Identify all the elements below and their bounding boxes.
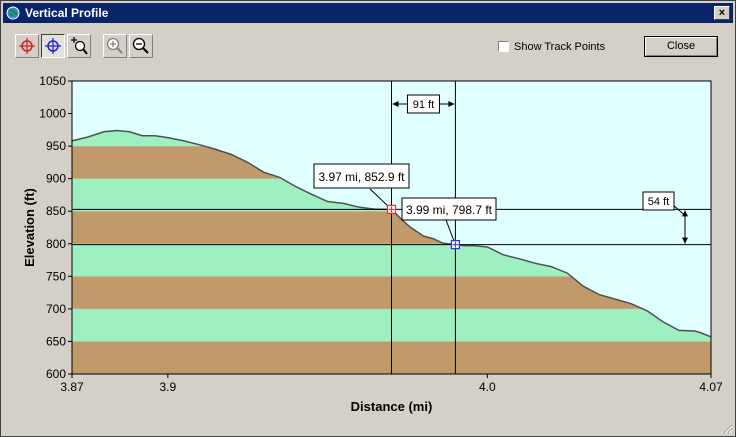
y-tick-label: 600 <box>46 367 66 381</box>
x-axis-label: Distance (mi) <box>351 399 433 414</box>
elevation-label: 54 ft <box>648 196 669 208</box>
y-tick-label: 950 <box>46 139 66 153</box>
zoom-out-icon <box>132 37 149 54</box>
zoom-in-icon <box>106 37 123 54</box>
y-axis-label: Elevation (ft) <box>22 188 37 267</box>
show-track-points-label[interactable]: Show Track Points <box>514 41 606 53</box>
marker1-label: 3.97 mi, 852.9 ft <box>318 170 405 184</box>
y-tick-label: 750 <box>46 269 66 283</box>
marker2-point-cross <box>452 241 459 248</box>
window-close-button[interactable]: × <box>714 6 730 20</box>
x-tick-label: 3.87 <box>60 380 84 394</box>
y-tick-label: 900 <box>46 172 66 186</box>
zoom-region-icon <box>71 37 88 55</box>
distance-arrow-left <box>392 101 399 107</box>
x-tick-label: 4.07 <box>699 380 723 394</box>
elevation-label-box <box>642 191 675 211</box>
zoom-region-button[interactable] <box>67 34 91 58</box>
marker2-label-box <box>401 197 497 221</box>
close-button-label: Close <box>645 37 717 56</box>
select-point-red-icon <box>19 38 35 54</box>
zoom-out-button[interactable] <box>129 34 153 58</box>
marker2-label: 3.99 mi, 798.7 ft <box>406 203 493 217</box>
y-tick-label: 1050 <box>39 74 66 88</box>
window-title: Vertical Profile <box>25 6 109 20</box>
profile-line <box>71 129 712 338</box>
close-button[interactable]: Close <box>644 36 718 57</box>
y-tick-label: 800 <box>46 237 66 251</box>
select-point-blue-button[interactable] <box>41 34 65 58</box>
x-tick-label: 4.0 <box>479 380 496 394</box>
y-tick-label: 1000 <box>39 107 66 121</box>
select-point-blue-icon <box>45 38 61 54</box>
x-tick-label: 3.9 <box>160 380 177 394</box>
elevation-arrow-top <box>682 210 688 217</box>
elevation-arrow-bottom <box>682 237 688 244</box>
elevation-label-leader <box>672 204 686 216</box>
y-tick-label: 700 <box>46 302 66 316</box>
marker1-point-cross <box>388 206 395 213</box>
resize-grip-icon[interactable] <box>721 422 733 434</box>
distance-label-box <box>406 94 440 114</box>
y-tick-label: 850 <box>46 204 66 218</box>
zoom-in-button[interactable] <box>103 34 127 58</box>
show-track-points-checkbox[interactable] <box>498 41 509 52</box>
marker1-label-box <box>313 163 410 189</box>
select-point-red-button[interactable] <box>15 34 39 58</box>
globe-app-icon <box>6 6 20 20</box>
title-bar[interactable]: Vertical Profile × <box>3 3 733 23</box>
y-tick-label: 650 <box>46 334 66 348</box>
distance-arrow-right <box>448 101 455 107</box>
distance-label: 91 ft <box>413 99 434 111</box>
